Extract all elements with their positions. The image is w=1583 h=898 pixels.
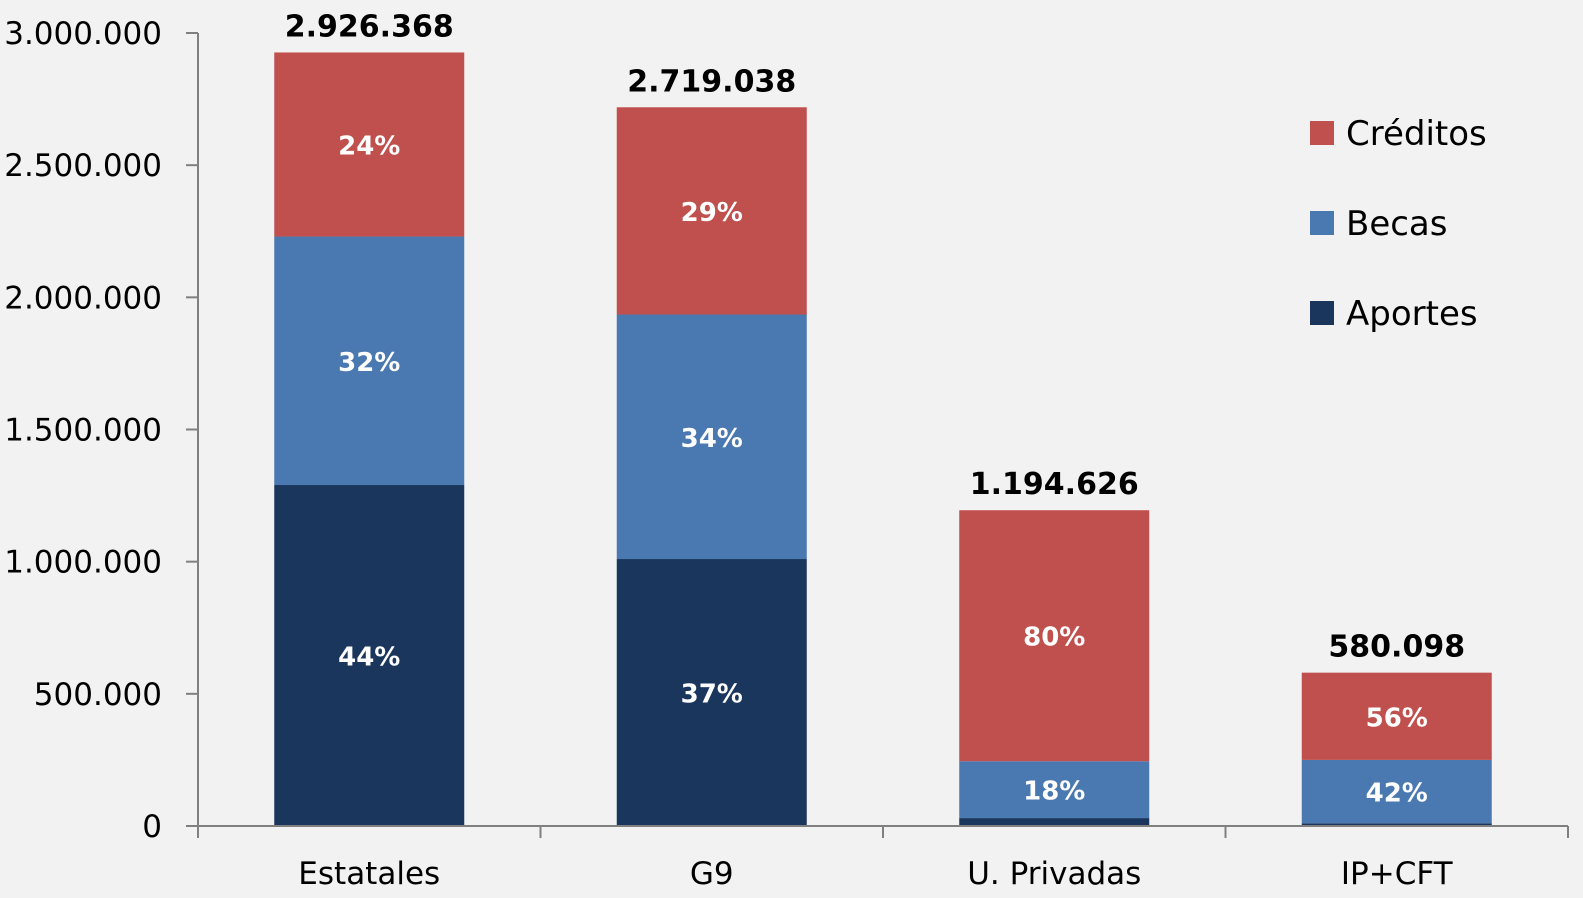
data-label-cr-ditos: 29% <box>681 198 743 228</box>
data-label-becas: 34% <box>681 424 743 454</box>
x-axis-ticks <box>197 826 1569 838</box>
legend-label-becas: Becas <box>1346 204 1448 244</box>
total-label: 2.719.038 <box>627 64 796 99</box>
x-category-label: U. Privadas <box>967 856 1141 892</box>
legend: Créditos Becas Aportes <box>1310 114 1487 334</box>
bar-cr-ditos <box>616 107 807 315</box>
y-tick-label: 500.000 <box>34 677 162 713</box>
legend-swatch-becas <box>1310 211 1334 235</box>
y-tick-label: 1.500.000 <box>4 413 162 449</box>
bar-cr-ditos <box>1301 672 1492 760</box>
y-tick-label: 3.000.000 <box>4 16 162 52</box>
legend-swatch-cr-ditos <box>1310 121 1334 145</box>
data-label-cr-ditos: 56% <box>1366 703 1428 733</box>
bar-becas <box>959 761 1150 819</box>
data-label-cr-ditos: 24% <box>338 132 400 162</box>
y-tick-label: 2.500.000 <box>4 148 162 184</box>
bars <box>274 52 1492 826</box>
y-tick-label: 1.000.000 <box>4 545 162 581</box>
bar-aportes <box>274 485 465 826</box>
total-label: 580.098 <box>1328 630 1465 665</box>
total-labels: 2.926.368 2.719.038 1.194.626 580.098 <box>285 9 1465 664</box>
data-label-cr-ditos: 80% <box>1023 623 1085 653</box>
data-label-aportes: 44% <box>338 643 400 673</box>
data-label-becas: 42% <box>1366 779 1428 809</box>
x-category-label: G9 <box>690 856 734 892</box>
bar-aportes <box>959 818 1150 826</box>
bar-aportes <box>616 559 807 826</box>
data-label-becas: 18% <box>1023 777 1085 807</box>
y-axis-ticks <box>186 32 198 827</box>
bar-aportes <box>1301 823 1492 826</box>
legend-swatch-aportes <box>1310 301 1334 325</box>
legend-label-cr-ditos: Créditos <box>1346 114 1487 154</box>
data-label-aportes: 37% <box>681 680 743 710</box>
x-axis-labels: Estatales G9 U. Privadas IP+CFT <box>298 856 1453 892</box>
total-label: 1.194.626 <box>970 467 1139 502</box>
bar-cr-ditos <box>959 510 1150 762</box>
percent-labels: 44% 32% 24% 37% 34% 29% 18% 80% 42% 56% <box>338 132 1428 809</box>
total-label: 2.926.368 <box>285 9 454 44</box>
bar-becas <box>616 314 807 560</box>
y-tick-label: 0 <box>142 809 162 845</box>
y-axis-labels: 0 500.000 1.000.000 1.500.000 2.000.000 2.500… <box>4 16 162 845</box>
legend-label-aportes: Aportes <box>1346 294 1478 334</box>
y-tick-label: 2.000.000 <box>4 280 162 316</box>
bar-becas <box>274 236 465 486</box>
x-category-label: IP+CFT <box>1341 856 1454 892</box>
data-label-becas: 32% <box>338 348 400 378</box>
x-category-label: Estatales <box>298 856 440 892</box>
bar-cr-ditos <box>274 52 465 237</box>
bar-becas <box>1301 759 1492 824</box>
